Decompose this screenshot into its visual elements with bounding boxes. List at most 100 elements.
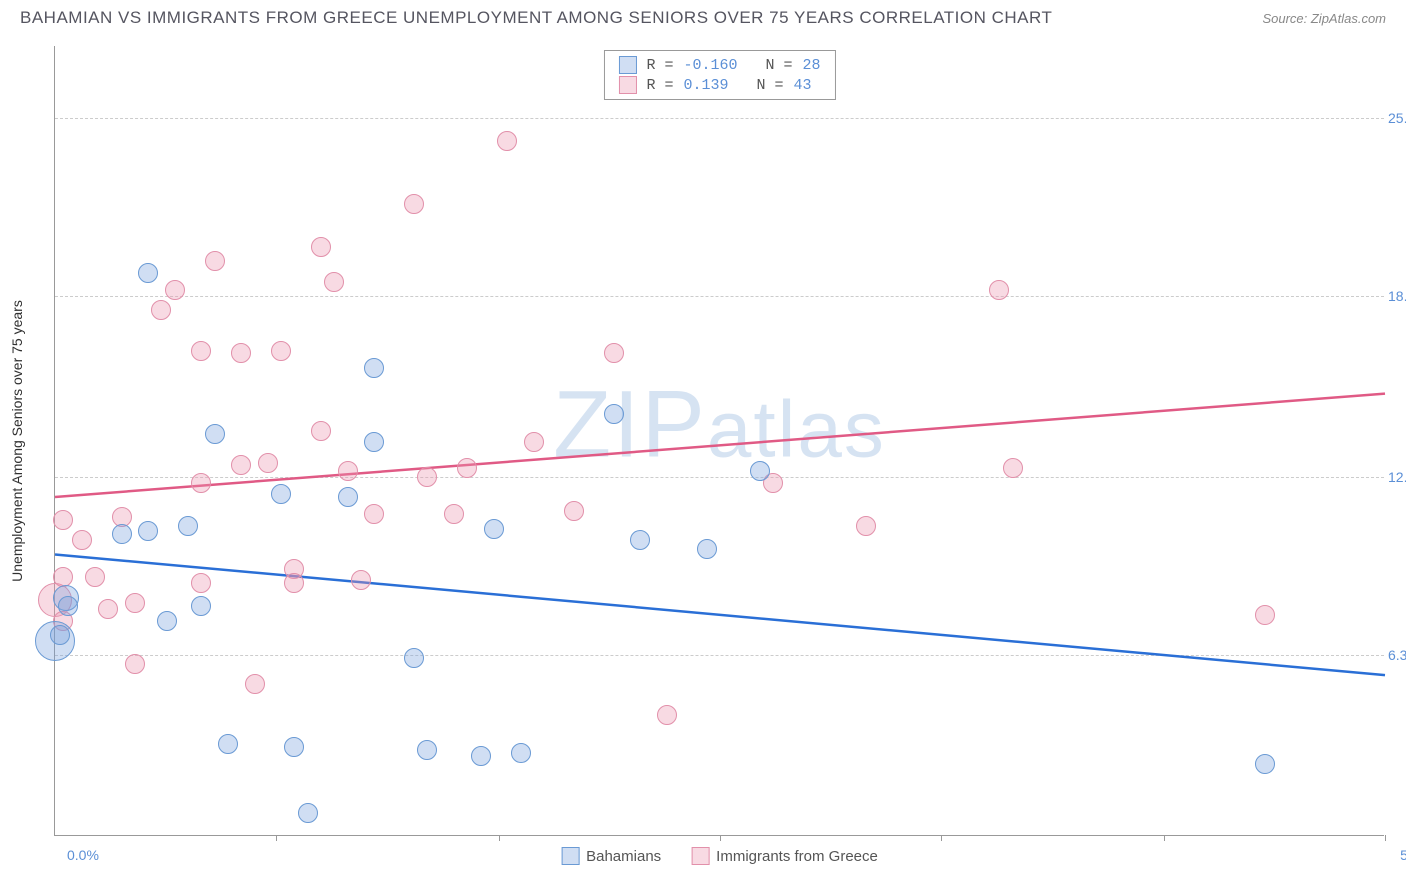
point-series2 (1255, 605, 1275, 625)
point-series1 (50, 625, 70, 645)
point-series1 (157, 611, 177, 631)
xtick (1385, 835, 1386, 841)
legend-label: Bahamians (586, 848, 661, 865)
point-series2 (191, 341, 211, 361)
point-series1 (404, 648, 424, 668)
chart-title: BAHAMIAN VS IMMIGRANTS FROM GREECE UNEMP… (20, 8, 1052, 28)
point-series1 (298, 803, 318, 823)
point-series1 (138, 521, 158, 541)
ytick-label: 25.0% (1388, 110, 1406, 126)
point-series2 (457, 458, 477, 478)
point-series2 (205, 251, 225, 271)
stats-row-1: R = -0.160 N = 28 (618, 55, 820, 75)
point-series1 (697, 539, 717, 559)
point-series2 (98, 599, 118, 619)
point-series2 (53, 510, 73, 530)
point-series1 (484, 519, 504, 539)
x-end-label: 5.0% (1400, 847, 1406, 863)
point-series2 (311, 421, 331, 441)
n-value: 28 (803, 57, 821, 74)
y-axis-label: Unemployment Among Seniors over 75 years (9, 300, 25, 582)
xtick (276, 835, 277, 841)
point-series2 (657, 705, 677, 725)
point-series2 (338, 461, 358, 481)
point-series2 (85, 567, 105, 587)
chart-area: Unemployment Among Seniors over 75 years… (54, 46, 1384, 836)
xtick (720, 835, 721, 841)
point-series2 (311, 237, 331, 257)
legend-item-1: Bahamians (561, 847, 661, 865)
point-series1 (364, 432, 384, 452)
point-series2 (564, 501, 584, 521)
point-series1 (511, 743, 531, 763)
swatch-series1 (561, 847, 579, 865)
point-series1 (417, 740, 437, 760)
point-series1 (112, 524, 132, 544)
swatch-series2 (691, 847, 709, 865)
r-value: 0.139 (683, 77, 728, 94)
xtick (1164, 835, 1165, 841)
stats-legend: R = -0.160 N = 28 R = 0.139 N = 43 (603, 50, 835, 100)
n-label: N = (766, 57, 793, 74)
point-series1 (218, 734, 238, 754)
point-series1 (471, 746, 491, 766)
xtick (941, 835, 942, 841)
point-series2 (191, 573, 211, 593)
point-series2 (245, 674, 265, 694)
point-series1 (604, 404, 624, 424)
point-series2 (497, 131, 517, 151)
point-series2 (191, 473, 211, 493)
point-series1 (630, 530, 650, 550)
point-series1 (178, 516, 198, 536)
xtick (499, 835, 500, 841)
point-series2 (231, 455, 251, 475)
point-series2 (151, 300, 171, 320)
point-series2 (125, 593, 145, 613)
point-series2 (231, 343, 251, 363)
point-series1 (750, 461, 770, 481)
r-label: R = (646, 57, 673, 74)
point-series1 (284, 737, 304, 757)
point-series2 (271, 341, 291, 361)
point-series1 (205, 424, 225, 444)
point-series1 (338, 487, 358, 507)
point-series1 (191, 596, 211, 616)
swatch-series2 (618, 76, 636, 94)
stats-row-2: R = 0.139 N = 43 (618, 75, 820, 95)
r-value: -0.160 (683, 57, 737, 74)
point-series2 (989, 280, 1009, 300)
point-series2 (364, 504, 384, 524)
point-series1 (364, 358, 384, 378)
x-start-label: 0.0% (67, 847, 99, 863)
point-series2 (417, 467, 437, 487)
point-series1 (1255, 754, 1275, 774)
point-series2 (72, 530, 92, 550)
scatter-points (55, 46, 1384, 835)
n-value: 43 (794, 77, 812, 94)
point-series1 (58, 596, 78, 616)
ytick-label: 12.5% (1388, 469, 1406, 485)
swatch-series1 (618, 56, 636, 74)
legend-label: Immigrants from Greece (716, 848, 878, 865)
bottom-legend: Bahamians Immigrants from Greece (561, 847, 878, 865)
point-series2 (856, 516, 876, 536)
point-series1 (138, 263, 158, 283)
point-series1 (271, 484, 291, 504)
source-label: Source: ZipAtlas.com (1262, 11, 1386, 26)
point-series2 (165, 280, 185, 300)
point-series2 (1003, 458, 1023, 478)
ytick-label: 6.3% (1388, 647, 1406, 663)
point-series2 (125, 654, 145, 674)
point-series2 (351, 570, 371, 590)
legend-item-2: Immigrants from Greece (691, 847, 878, 865)
point-series2 (404, 194, 424, 214)
point-series2 (258, 453, 278, 473)
point-series2 (284, 573, 304, 593)
point-series2 (524, 432, 544, 452)
point-series2 (604, 343, 624, 363)
r-label: R = (646, 77, 673, 94)
point-series2 (444, 504, 464, 524)
n-label: N = (757, 77, 784, 94)
point-series2 (324, 272, 344, 292)
ytick-label: 18.8% (1388, 288, 1406, 304)
